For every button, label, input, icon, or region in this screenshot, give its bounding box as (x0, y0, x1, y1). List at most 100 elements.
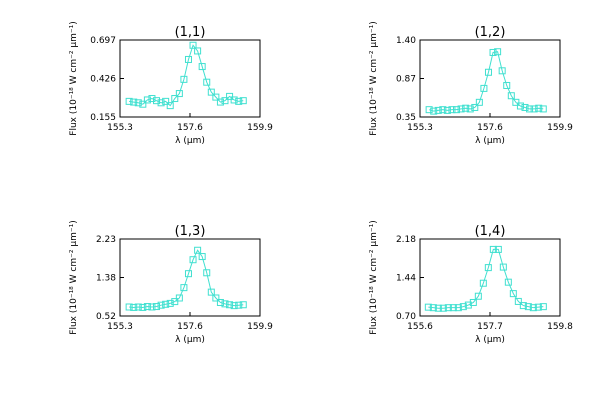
panel-1-data-point-14 (184, 55, 192, 63)
panel-2-data-point-3 (434, 106, 442, 114)
panel-2-data-point-25 (535, 104, 543, 112)
panel-4-data-point-5 (444, 304, 452, 312)
panel-2-ytick-2: 0.87 (396, 75, 416, 85)
panel-3-data-point-2 (130, 303, 138, 311)
panel-4-data-point-24 (539, 303, 547, 311)
panel-4-ytick-2: 1.44 (396, 274, 416, 284)
panel-3-data-point-21 (216, 298, 224, 306)
panel-1-data-point-23 (226, 92, 234, 100)
panel-3-ylabel: Flux (10⁻¹⁸ W cm⁻² μm⁻¹) (69, 220, 79, 334)
panel-3-data-point-24 (230, 302, 238, 310)
panel-3-data-point-7 (153, 303, 161, 311)
panel-1-data-point-13 (180, 75, 188, 83)
panel-4-xtick-1: 155.6 (407, 322, 433, 332)
panel-4-data-point-14 (489, 245, 497, 253)
panel-3-data-point-5 (143, 303, 151, 311)
panel-3-ticks (119, 238, 261, 317)
panel-3-data-point-9 (162, 300, 170, 308)
panel-1-ylabel: Flux (10⁻¹⁸ W cm⁻² μm⁻¹) (69, 21, 79, 135)
panel-3-data-point-1 (125, 303, 133, 311)
panel-2-ticks (419, 39, 561, 118)
panel-2-data-point-1 (425, 106, 433, 114)
panel-1-data-point-9 (162, 97, 170, 105)
panel-3-data-point-15 (189, 256, 197, 264)
panel-4-data-point-12 (479, 279, 487, 287)
panel-2-data-point-19 (507, 92, 515, 100)
panel-2-data-point-10 (466, 105, 474, 113)
panel-1-data-point-7 (153, 97, 161, 105)
panel-2-title: (1,2) (475, 25, 506, 40)
panel-3-title: (1,3) (175, 224, 206, 239)
panel-3-series-line (129, 249, 244, 308)
panel-1-ticks (119, 39, 261, 118)
panel-1-title: (1,1) (175, 25, 206, 40)
panel-1-data-point-4 (139, 100, 147, 108)
panel-4-data-point-11 (474, 292, 482, 300)
panel-1-data-point-25 (235, 97, 243, 105)
panel-2-ytick-3: 1.40 (396, 36, 416, 46)
panel-2-data-point-23 (526, 105, 534, 113)
panel-4-ylabel: Flux (10⁻¹⁸ W cm⁻² μm⁻¹) (369, 220, 379, 334)
panel-3-data-point-19 (207, 288, 215, 296)
panel-3-data-point-22 (221, 300, 229, 308)
panel-3-data-point-6 (148, 303, 156, 311)
panel-4-data-point-16 (499, 263, 507, 271)
panel-1-data-point-22 (221, 97, 229, 105)
panel-1-xtick-1: 155.3 (107, 123, 133, 133)
panel-4-ytick-3: 2.18 (396, 235, 416, 245)
panel-3-ytick-2: 1.38 (96, 274, 116, 284)
panel-4-plot (424, 245, 547, 312)
panel-2-data-point-5 (443, 106, 451, 114)
panel-1-data-point-1 (125, 97, 133, 105)
panel-1-data-point-2 (130, 98, 138, 106)
panel-4-data-point-22 (529, 304, 537, 312)
panel-1-data-point-11 (171, 95, 179, 103)
panel-2-data-point-4 (439, 106, 447, 114)
panel-2-data-point-9 (462, 104, 470, 112)
panel-4-title: (1,4) (475, 224, 506, 239)
panel-1-data-point-8 (157, 99, 165, 107)
panel-2-data-point-11 (471, 103, 479, 111)
panel-2-data-point-7 (453, 106, 461, 114)
panel-1-plot (125, 41, 247, 110)
panel-1-data-point-18 (203, 78, 211, 86)
panel-2-plot (425, 48, 547, 115)
panel-1-ytick-2: 0.426 (90, 75, 116, 85)
panel-1-data-point-19 (207, 88, 215, 96)
panel-4: (1,4) 155.6 157.7 159.8 0.70 1.44 2.18 λ… (369, 220, 573, 345)
panel-1-data-point-15 (189, 41, 197, 49)
panel-4-xlabel: λ (μm) (475, 335, 505, 345)
panel-3-plot (125, 246, 247, 311)
panel-4-data-point-2 (429, 304, 437, 312)
panel-3-xtick-3: 159.9 (247, 322, 273, 332)
panel-1-series-line (129, 44, 244, 107)
panel-4-data-point-15 (494, 245, 502, 253)
panel-3-data-point-4 (139, 303, 147, 311)
panel-1-data-point-21 (216, 98, 224, 106)
panel-4-ticks (419, 238, 561, 317)
panel-4-data-point-8 (459, 303, 467, 311)
panel-4-data-point-4 (439, 304, 447, 312)
panel-3-data-point-8 (157, 301, 165, 309)
panel-4-data-point-7 (454, 304, 462, 312)
panel-2-xtick-1: 155.3 (407, 123, 433, 133)
panel-2-data-point-14 (484, 68, 492, 76)
panel-2-data-point-6 (448, 106, 456, 114)
panel-3-xtick-1: 155.3 (107, 322, 133, 332)
panel-1-data-point-6 (148, 95, 156, 103)
panel-4-data-point-23 (534, 303, 542, 311)
panel-1-data-point-12 (175, 90, 183, 98)
panel-2-data-point-16 (494, 48, 502, 56)
panel-3-data-point-12 (175, 294, 183, 302)
panel-4-data-point-6 (449, 304, 457, 312)
panel-1-data-point-20 (212, 93, 220, 101)
panel-2-data-point-20 (512, 98, 520, 106)
panel-1-ytick-3: 0.697 (90, 36, 116, 46)
panel-2-xtick-2: 157.6 (477, 123, 503, 133)
panel-4-data-point-18 (509, 290, 517, 298)
panel-3-data-point-26 (239, 301, 247, 309)
panel-3-xlabel: λ (μm) (175, 335, 205, 345)
panel-2-data-point-22 (521, 103, 529, 111)
